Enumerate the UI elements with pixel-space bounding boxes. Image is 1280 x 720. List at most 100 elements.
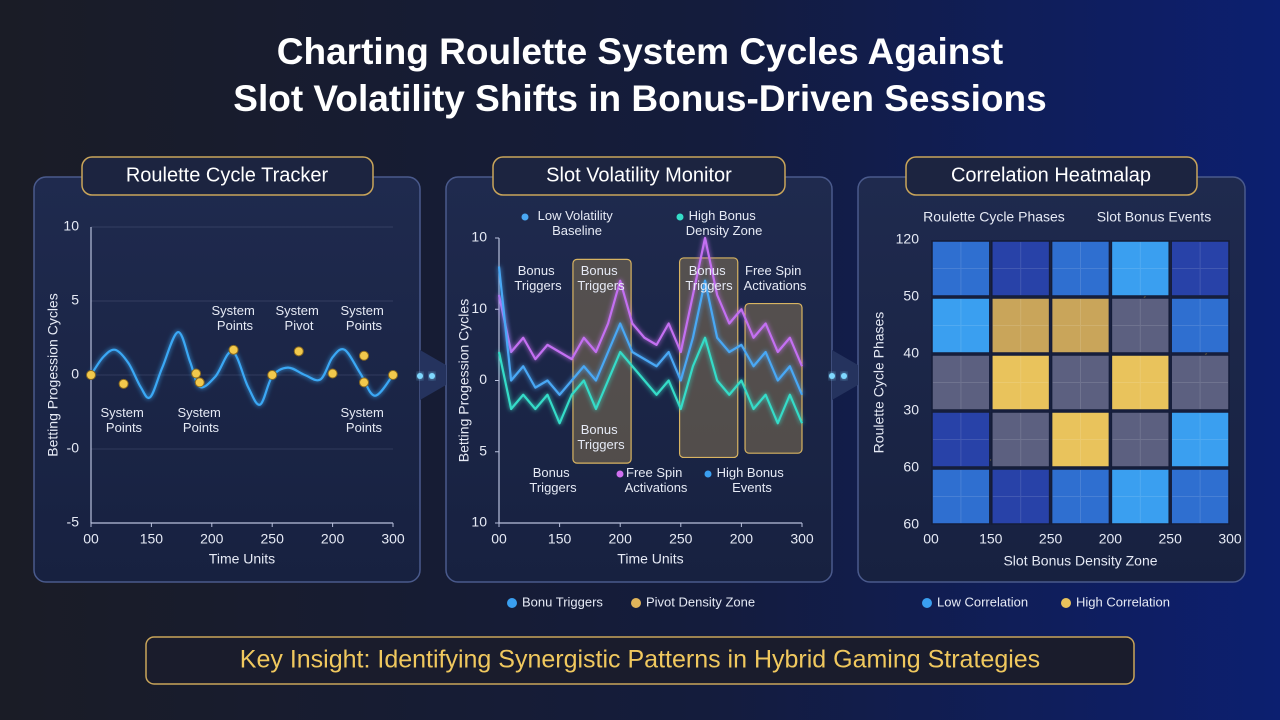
heat-cell	[1050, 240, 1111, 297]
marker	[228, 344, 239, 355]
heat-cell	[1170, 297, 1230, 354]
x-tick-label: 150	[140, 531, 164, 547]
series-line	[497, 236, 804, 367]
x-tick-label: 00	[491, 531, 507, 547]
heat-cell	[1050, 468, 1111, 525]
panel-title: Roulette Cycle Tracker	[126, 164, 329, 186]
cell-grid	[1172, 470, 1228, 523]
legend-dot	[616, 470, 624, 478]
y-tick-label: 10	[471, 514, 487, 530]
cell-grid	[1172, 242, 1228, 295]
heat-cell	[1050, 297, 1111, 354]
connector-dot	[829, 373, 835, 379]
heat-cell	[931, 240, 991, 297]
heat-cell	[931, 411, 991, 468]
cell-grid	[933, 413, 989, 466]
legend-dot	[922, 598, 932, 608]
legend-dot	[521, 213, 529, 221]
panel-title: Slot Volatility Monitor	[546, 164, 732, 186]
cell-grid	[1112, 470, 1169, 523]
x-axis-title: Slot Bonus Density Zone	[1003, 553, 1157, 569]
cell-grid	[992, 242, 1049, 295]
y-tick-label: 40	[903, 345, 919, 361]
cell-grid	[1112, 413, 1169, 466]
annotation: System Pivot	[276, 303, 323, 333]
marker	[118, 378, 129, 389]
x-tick-label: 200	[1099, 531, 1123, 547]
y-axis-title: Betting Progession Cycles	[456, 299, 472, 462]
y-axis-title: Roulette Cycle Phases	[871, 312, 887, 454]
cell-grid	[992, 413, 1049, 466]
legend-label: Bonus Triggers	[529, 465, 577, 495]
x-tick-label: 250	[261, 531, 285, 547]
x-tick-label: 250	[1159, 531, 1183, 547]
annotation: Bonus Triggers	[577, 263, 625, 293]
y-tick-label: 0	[479, 371, 487, 387]
legend-dot	[1061, 598, 1071, 608]
marker	[267, 370, 278, 380]
x-tick-label: 200	[730, 531, 754, 547]
annotation: System Points	[341, 405, 388, 435]
series-line	[497, 266, 804, 396]
x-tick-label: 150	[979, 531, 1003, 547]
cell-grid	[1172, 299, 1228, 352]
heat-cell	[1110, 297, 1170, 354]
cell-grid	[933, 470, 989, 523]
marker	[191, 368, 202, 379]
connector-dot	[841, 373, 847, 379]
legend-label: Pivot Density Zone	[646, 594, 755, 609]
y-tick-label: 120	[896, 231, 920, 247]
heat-cell	[991, 297, 1051, 354]
x-tick-label: 200	[200, 531, 224, 547]
legend-label: Low Volatility Baseline	[538, 208, 617, 238]
annotation: System Points	[212, 303, 259, 333]
panel-title: Correlation Heatmalap	[951, 164, 1151, 186]
heat-cell	[1170, 411, 1230, 468]
heat-cell	[991, 354, 1051, 411]
annotation: Bonus Triggers	[685, 263, 733, 293]
legend-label: Free Spin Activations	[625, 465, 688, 495]
cell-grid	[1112, 299, 1169, 352]
heat-cell	[931, 297, 991, 354]
legend-dot	[631, 598, 641, 608]
legend-label: Bonu Triggers	[522, 594, 603, 609]
y-tick-label: 10	[471, 229, 487, 245]
y-tick-label: -0	[67, 440, 80, 456]
heat-cell	[1050, 354, 1111, 411]
marker	[327, 368, 338, 379]
heat-cell	[1110, 354, 1170, 411]
y-tick-label: 60	[903, 516, 919, 532]
cell-grid	[992, 299, 1049, 352]
cell-grid	[933, 356, 989, 409]
heat-cell	[991, 468, 1051, 525]
heat-cell	[1110, 411, 1170, 468]
y-tick-label: 30	[903, 402, 919, 418]
marker	[359, 377, 370, 388]
title-line: Charting Roulette System Cycles Against	[277, 31, 1003, 72]
y-tick-label: 5	[479, 442, 487, 458]
connector-dot	[417, 373, 423, 379]
top-label: Roulette Cycle Phases	[923, 209, 1065, 225]
series-line	[497, 336, 804, 425]
cell-grid	[992, 356, 1049, 409]
connector-dot	[429, 373, 435, 379]
panel-header	[492, 156, 786, 196]
y-tick-label: 5	[71, 292, 79, 308]
legend-dot	[507, 598, 517, 608]
x-tick-label: 250	[669, 531, 693, 547]
y-tick-label: 10	[63, 218, 79, 234]
x-tick-label: 300	[1218, 531, 1242, 547]
panel-header	[905, 156, 1198, 196]
heat-cell	[1110, 240, 1170, 297]
cell-grid	[1112, 242, 1169, 295]
cell-grid	[1172, 413, 1228, 466]
annotation: Free Spin Activations	[744, 263, 807, 293]
cell-grid	[1052, 356, 1109, 409]
heat-cell	[931, 354, 991, 411]
marker	[293, 346, 304, 357]
cell-grid	[1052, 470, 1109, 523]
x-tick-label: 200	[321, 531, 345, 547]
marker	[388, 370, 398, 380]
annotation: System Points	[341, 303, 388, 333]
